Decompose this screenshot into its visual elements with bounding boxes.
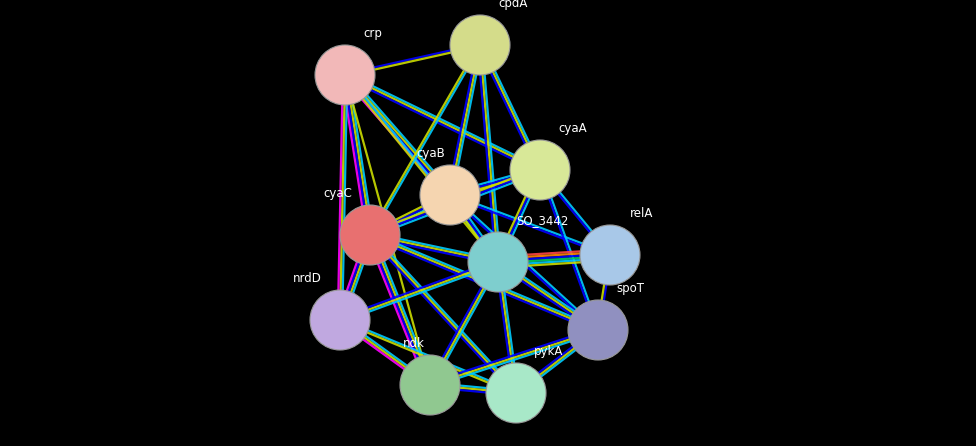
Text: cyaA: cyaA	[558, 122, 587, 135]
Circle shape	[315, 45, 375, 105]
Circle shape	[450, 15, 510, 75]
Circle shape	[310, 290, 370, 350]
Text: relA: relA	[630, 207, 653, 220]
Circle shape	[580, 225, 640, 285]
Text: cyaB: cyaB	[416, 147, 445, 160]
Circle shape	[486, 363, 546, 423]
Text: spoT: spoT	[616, 282, 644, 295]
Circle shape	[468, 232, 528, 292]
Text: pykA: pykA	[534, 345, 563, 358]
Circle shape	[510, 140, 570, 200]
Text: crp: crp	[363, 27, 382, 40]
Circle shape	[568, 300, 628, 360]
Circle shape	[420, 165, 480, 225]
Text: SO_3442: SO_3442	[516, 214, 568, 227]
Text: cyaC: cyaC	[323, 187, 352, 200]
Text: cpdA: cpdA	[498, 0, 527, 10]
Text: ndk: ndk	[403, 337, 425, 350]
Circle shape	[340, 205, 400, 265]
Text: nrdD: nrdD	[293, 272, 322, 285]
Circle shape	[400, 355, 460, 415]
